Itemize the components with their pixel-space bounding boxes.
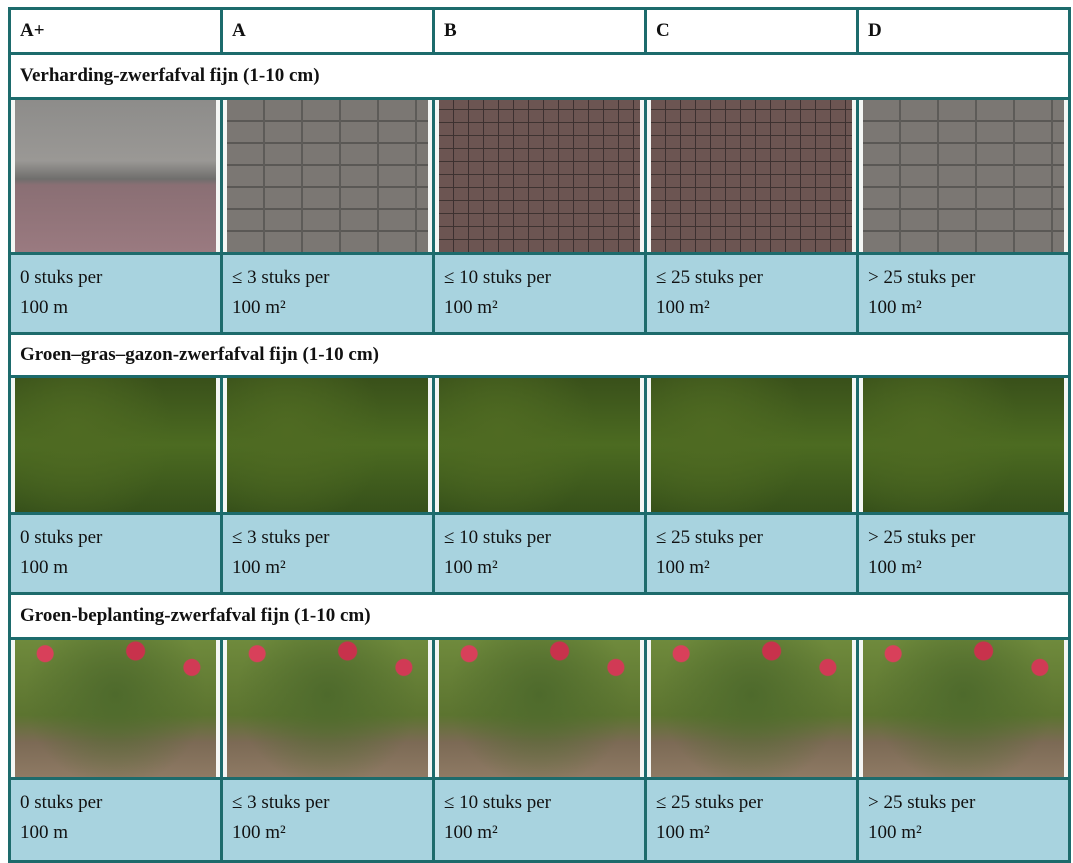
value-cell: ≤ 10 stuks per 100 m² [435, 780, 644, 860]
value-cell: 0 stuks per 100 m [11, 515, 220, 592]
photo [11, 640, 220, 777]
value-cell: > 25 stuks per 100 m² [859, 255, 1068, 332]
value-line: ≤ 3 stuks per [232, 792, 330, 813]
photo [223, 378, 432, 512]
value-cell: ≤ 25 stuks per 100 m² [647, 780, 856, 860]
photo [223, 100, 432, 252]
photo [859, 378, 1068, 512]
value-cell: ≤ 25 stuks per 100 m² [647, 515, 856, 592]
photo [647, 100, 856, 252]
value-line: 0 stuks per [20, 527, 103, 548]
value-line: 100 m² [868, 822, 922, 843]
column-header: D [859, 10, 1068, 52]
value-cell: > 25 stuks per 100 m² [859, 780, 1068, 860]
value-cell: ≤ 10 stuks per 100 m² [435, 255, 644, 332]
value-cell: ≤ 3 stuks per 100 m² [223, 780, 432, 860]
value-line: ≤ 10 stuks per [444, 527, 552, 548]
value-line: ≤ 25 stuks per [656, 527, 764, 548]
value-line: 100 m² [232, 557, 286, 578]
photo [11, 100, 220, 252]
value-cell: 0 stuks per 100 m [11, 780, 220, 860]
value-line: > 25 stuks per [868, 267, 976, 288]
photo [859, 640, 1068, 777]
value-line: 100 m² [444, 822, 498, 843]
photo [859, 100, 1068, 252]
value-line: 0 stuks per [20, 267, 103, 288]
column-header: A+ [11, 10, 220, 52]
value-cell: ≤ 10 stuks per 100 m² [435, 515, 644, 592]
value-line: ≤ 10 stuks per [444, 792, 552, 813]
value-cell: ≤ 3 stuks per 100 m² [223, 515, 432, 592]
photo [435, 640, 644, 777]
photo [223, 640, 432, 777]
value-line: 100 m [20, 297, 69, 318]
table: A+ A B C D Verharding-zwerfafval fijn (1-10 c… [8, 7, 1071, 863]
value-line: 100 m² [868, 297, 922, 318]
value-line: 100 m [20, 557, 69, 578]
value-cell: 0 stuks per 100 m [11, 255, 220, 332]
photo [435, 100, 644, 252]
value-line: 100 m [20, 822, 69, 843]
value-line: 100 m² [656, 822, 710, 843]
section-title: Groen–gras–gazon-zwerfafval fijn (1-10 c… [11, 335, 1068, 375]
column-header: B [435, 10, 644, 52]
value-line: > 25 stuks per [868, 792, 976, 813]
photo [435, 378, 644, 512]
value-line: 100 m² [444, 297, 498, 318]
value-cell: ≤ 3 stuks per 100 m² [223, 255, 432, 332]
column-header: A [223, 10, 432, 52]
value-cell: ≤ 25 stuks per 100 m² [647, 255, 856, 332]
value-line: ≤ 3 stuks per [232, 267, 330, 288]
column-header: C [647, 10, 856, 52]
photo [647, 378, 856, 512]
photo [11, 378, 220, 512]
photo [647, 640, 856, 777]
value-line: ≤ 10 stuks per [444, 267, 552, 288]
value-line: 100 m² [656, 297, 710, 318]
value-line: > 25 stuks per [868, 527, 976, 548]
value-line: 100 m² [232, 297, 286, 318]
section-title: Groen-beplanting-zwerfafval fijn (1-10 c… [11, 595, 1068, 637]
value-line: ≤ 25 stuks per [656, 792, 764, 813]
value-line: ≤ 25 stuks per [656, 267, 764, 288]
value-line: 0 stuks per [20, 792, 103, 813]
value-line: 100 m² [656, 557, 710, 578]
value-cell: > 25 stuks per 100 m² [859, 515, 1068, 592]
value-line: 100 m² [444, 557, 498, 578]
value-line: ≤ 3 stuks per [232, 527, 330, 548]
section-title: Verharding-zwerfafval fijn (1-10 cm) [11, 55, 1068, 97]
value-line: 100 m² [868, 557, 922, 578]
value-line: 100 m² [232, 822, 286, 843]
